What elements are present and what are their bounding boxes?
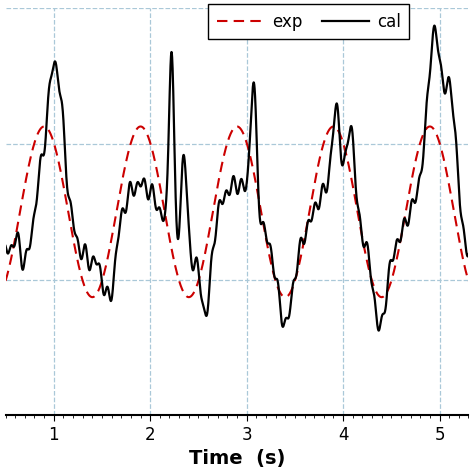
Legend: exp, cal: exp, cal: [208, 4, 409, 39]
exp: [209, 217, 214, 222]
cal: [86, 267, 92, 273]
exp: [86, 292, 92, 298]
Line: exp: exp: [6, 127, 474, 297]
exp: [424, 126, 429, 131]
cal: [376, 328, 382, 333]
cal: [209, 256, 214, 262]
X-axis label: Time  (s): Time (s): [189, 449, 285, 468]
cal: [3, 243, 9, 249]
exp: [41, 124, 47, 129]
exp: [3, 278, 9, 284]
cal: [431, 23, 437, 28]
Line: cal: cal: [6, 26, 474, 330]
cal: [188, 247, 193, 253]
exp: [188, 294, 193, 300]
cal: [58, 93, 64, 99]
cal: [424, 102, 429, 108]
exp: [58, 169, 64, 174]
